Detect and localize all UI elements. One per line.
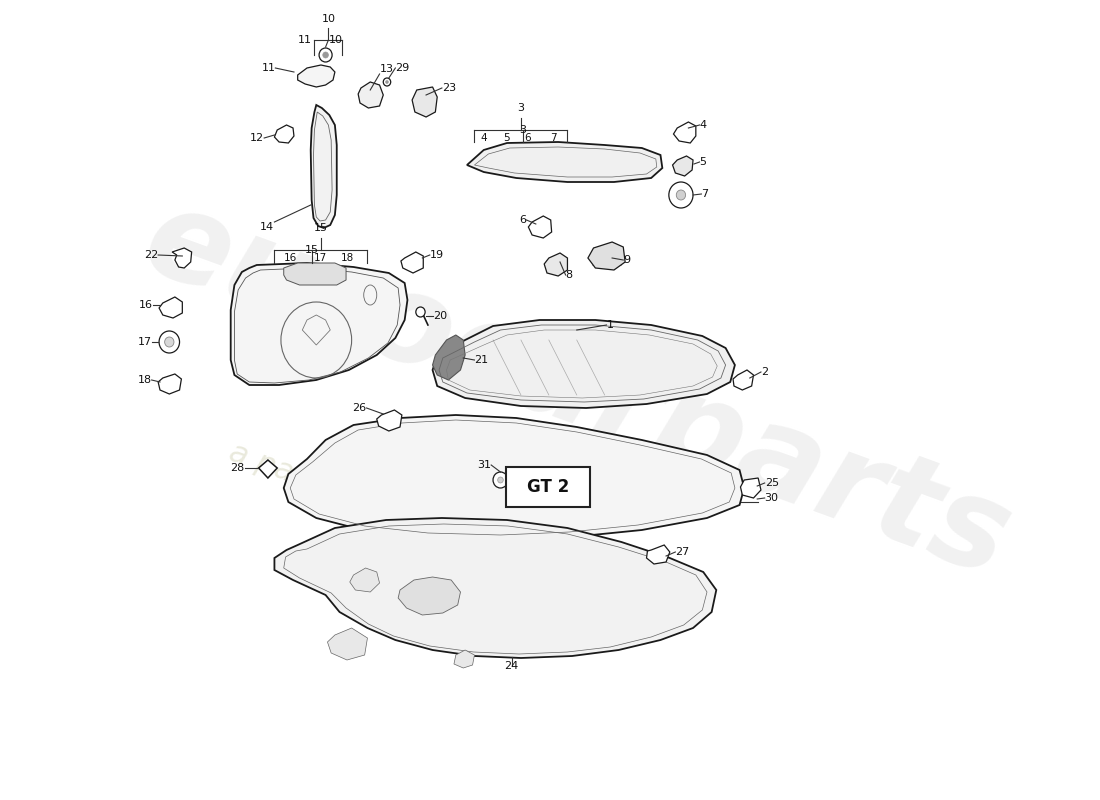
Text: 3: 3 xyxy=(519,125,526,135)
Text: 27: 27 xyxy=(675,547,690,557)
Text: 5: 5 xyxy=(504,133,510,143)
Polygon shape xyxy=(432,320,735,408)
Circle shape xyxy=(160,331,179,353)
Polygon shape xyxy=(284,415,745,540)
Polygon shape xyxy=(432,335,465,380)
Text: 28: 28 xyxy=(230,463,244,473)
Text: 26: 26 xyxy=(352,403,366,413)
Polygon shape xyxy=(468,142,662,182)
Text: 4: 4 xyxy=(700,120,706,130)
Polygon shape xyxy=(172,248,191,268)
Polygon shape xyxy=(544,253,568,276)
Text: 22: 22 xyxy=(144,250,158,260)
Text: a passion for parts since 1985: a passion for parts since 1985 xyxy=(226,438,668,622)
Polygon shape xyxy=(672,156,693,176)
Text: 7: 7 xyxy=(550,133,557,143)
Polygon shape xyxy=(284,263,346,285)
Circle shape xyxy=(493,472,508,488)
Polygon shape xyxy=(298,65,334,87)
Text: 15: 15 xyxy=(305,245,319,255)
Circle shape xyxy=(322,52,329,58)
Text: GT 2: GT 2 xyxy=(527,478,569,496)
Polygon shape xyxy=(160,297,183,318)
Text: 18: 18 xyxy=(138,375,152,385)
Text: 17: 17 xyxy=(138,337,152,347)
Polygon shape xyxy=(740,478,761,498)
Text: 25: 25 xyxy=(764,478,779,488)
Text: 10: 10 xyxy=(329,35,342,45)
Circle shape xyxy=(383,78,390,86)
Polygon shape xyxy=(528,216,551,238)
Polygon shape xyxy=(454,650,474,668)
Text: 21: 21 xyxy=(474,355,488,365)
Text: 4: 4 xyxy=(481,133,487,143)
Circle shape xyxy=(416,307,425,317)
Polygon shape xyxy=(400,252,424,273)
Text: 17: 17 xyxy=(314,253,327,263)
Text: 23: 23 xyxy=(442,83,456,93)
Text: 6: 6 xyxy=(519,215,527,225)
Text: 3: 3 xyxy=(517,103,525,113)
Polygon shape xyxy=(587,242,625,270)
Text: 14: 14 xyxy=(261,222,274,232)
Polygon shape xyxy=(377,410,402,431)
Polygon shape xyxy=(274,518,716,658)
Polygon shape xyxy=(733,370,754,390)
Text: 9: 9 xyxy=(624,255,630,265)
Text: 16: 16 xyxy=(139,300,153,310)
Text: 13: 13 xyxy=(379,64,394,74)
Circle shape xyxy=(676,190,685,200)
Text: 10: 10 xyxy=(321,14,336,24)
Text: 18: 18 xyxy=(341,253,354,263)
Circle shape xyxy=(319,48,332,62)
Text: 7: 7 xyxy=(702,189,708,199)
Text: 19: 19 xyxy=(430,250,444,260)
Polygon shape xyxy=(647,545,670,564)
Polygon shape xyxy=(359,82,383,108)
Text: 12: 12 xyxy=(250,133,264,143)
Text: 8: 8 xyxy=(565,270,573,280)
Polygon shape xyxy=(258,460,277,478)
Text: 11: 11 xyxy=(262,63,275,73)
Text: 20: 20 xyxy=(433,311,448,321)
Text: 16: 16 xyxy=(284,253,297,263)
Polygon shape xyxy=(328,628,367,660)
Text: 2: 2 xyxy=(761,367,768,377)
Polygon shape xyxy=(310,105,337,228)
Polygon shape xyxy=(673,122,696,143)
Text: 1: 1 xyxy=(606,320,614,330)
Text: 29: 29 xyxy=(395,63,409,73)
Polygon shape xyxy=(274,125,294,143)
Polygon shape xyxy=(350,568,380,592)
Circle shape xyxy=(669,182,693,208)
Text: 30: 30 xyxy=(764,493,779,503)
Text: 15: 15 xyxy=(314,223,328,233)
Polygon shape xyxy=(398,577,461,615)
Circle shape xyxy=(386,81,388,83)
Text: 11: 11 xyxy=(298,35,311,45)
Text: 31: 31 xyxy=(477,460,492,470)
FancyBboxPatch shape xyxy=(506,467,590,507)
Polygon shape xyxy=(231,263,407,385)
Polygon shape xyxy=(158,374,182,394)
Text: eurocarparts: eurocarparts xyxy=(128,178,1025,602)
Text: 6: 6 xyxy=(524,133,531,143)
Text: 5: 5 xyxy=(700,157,706,167)
Text: 24: 24 xyxy=(505,661,519,671)
Circle shape xyxy=(165,337,174,347)
Polygon shape xyxy=(412,87,437,117)
Circle shape xyxy=(497,477,504,483)
